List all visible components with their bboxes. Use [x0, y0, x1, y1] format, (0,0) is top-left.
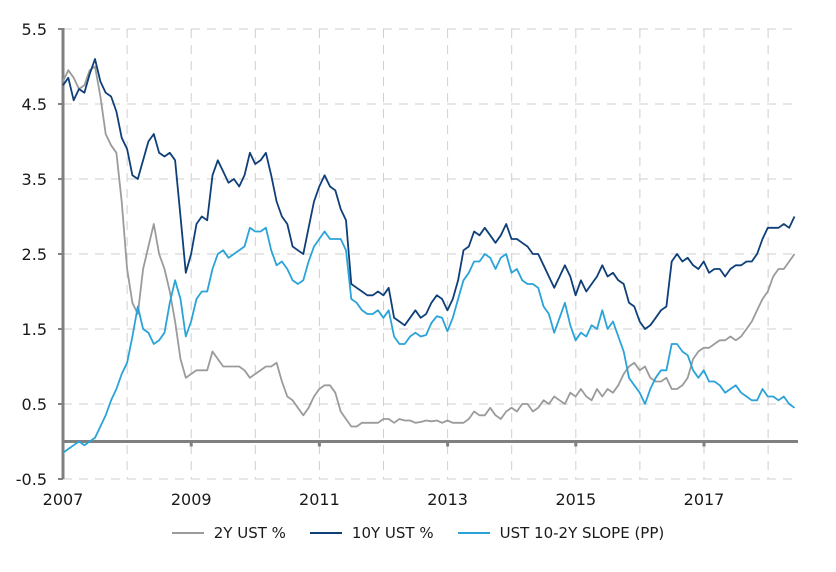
series-line-2y-ust	[62, 65, 796, 428]
y-axis-labels: 5.5 4.5 3.5 2.5 1.5 0.5 -0.5	[16, 20, 47, 489]
y-tick-label: 4.5	[22, 95, 47, 114]
legend-item-2y: 2Y UST %	[171, 524, 286, 542]
legend-swatch-2y	[171, 532, 204, 534]
legend-item-slope: UST 10-2Y SLOPE (PP)	[457, 524, 665, 542]
x-tick-label: 2017	[684, 490, 725, 509]
x-axis-labels: 2007 2009 2011 2013 2015 2017	[43, 490, 725, 509]
legend-label-10y: 10Y UST %	[351, 524, 434, 542]
y-tick-label: 2.5	[22, 245, 47, 264]
legend-item-10y: 10Y UST %	[309, 524, 434, 542]
x-tick-label: 2007	[43, 490, 84, 509]
x-tick-label: 2009	[171, 490, 212, 509]
legend: 2Y UST % 10Y UST % UST 10-2Y SLOPE (PP)	[0, 524, 836, 542]
y-tick-label: 5.5	[22, 20, 47, 39]
series-line-ust-10-2y-slope-pp	[62, 226, 796, 454]
y-tick-label: 3.5	[22, 170, 47, 189]
y-tick-label: 0.5	[22, 395, 47, 414]
x-tick-label: 2011	[299, 490, 340, 509]
series-line-10y-ust	[62, 58, 796, 330]
y-tick-label: -0.5	[16, 470, 47, 489]
series-lines	[62, 58, 796, 454]
x-tick-label: 2013	[427, 490, 468, 509]
y-tick-label: 1.5	[22, 320, 47, 339]
legend-swatch-slope	[457, 532, 490, 534]
legend-label-slope: UST 10-2Y SLOPE (PP)	[499, 524, 665, 542]
legend-label-2y: 2Y UST %	[213, 524, 286, 542]
x-tick-label: 2015	[555, 490, 596, 509]
grid-lines	[63, 28, 798, 480]
legend-swatch-10y	[309, 532, 342, 534]
axes	[58, 28, 798, 480]
